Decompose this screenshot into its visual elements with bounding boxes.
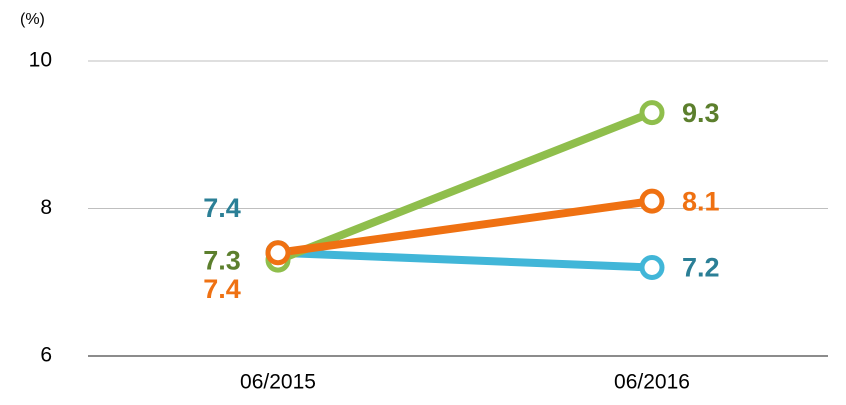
x-tick-label: 06/2016: [614, 371, 690, 394]
y-tick-label: 8: [40, 196, 52, 219]
data-label: 9.3: [682, 98, 720, 128]
data-label: 7.4: [203, 274, 241, 304]
series-line: [274, 248, 656, 272]
y-tick-label: 10: [29, 49, 52, 72]
y-tick-label: 6: [40, 344, 52, 367]
unit-label: (%): [20, 11, 45, 28]
point-marker: [639, 188, 665, 214]
series-line: [274, 197, 656, 257]
data-label: 7.4: [203, 193, 241, 223]
data-label: 8.1: [682, 186, 720, 216]
point-marker: [639, 100, 665, 126]
point-marker: [639, 255, 665, 280]
x-tick-label: 06/2015: [240, 371, 316, 394]
point-marker: [265, 240, 291, 266]
data-label: 7.2: [682, 253, 720, 283]
data-label: 7.3: [203, 245, 241, 275]
series-line: [274, 108, 656, 265]
